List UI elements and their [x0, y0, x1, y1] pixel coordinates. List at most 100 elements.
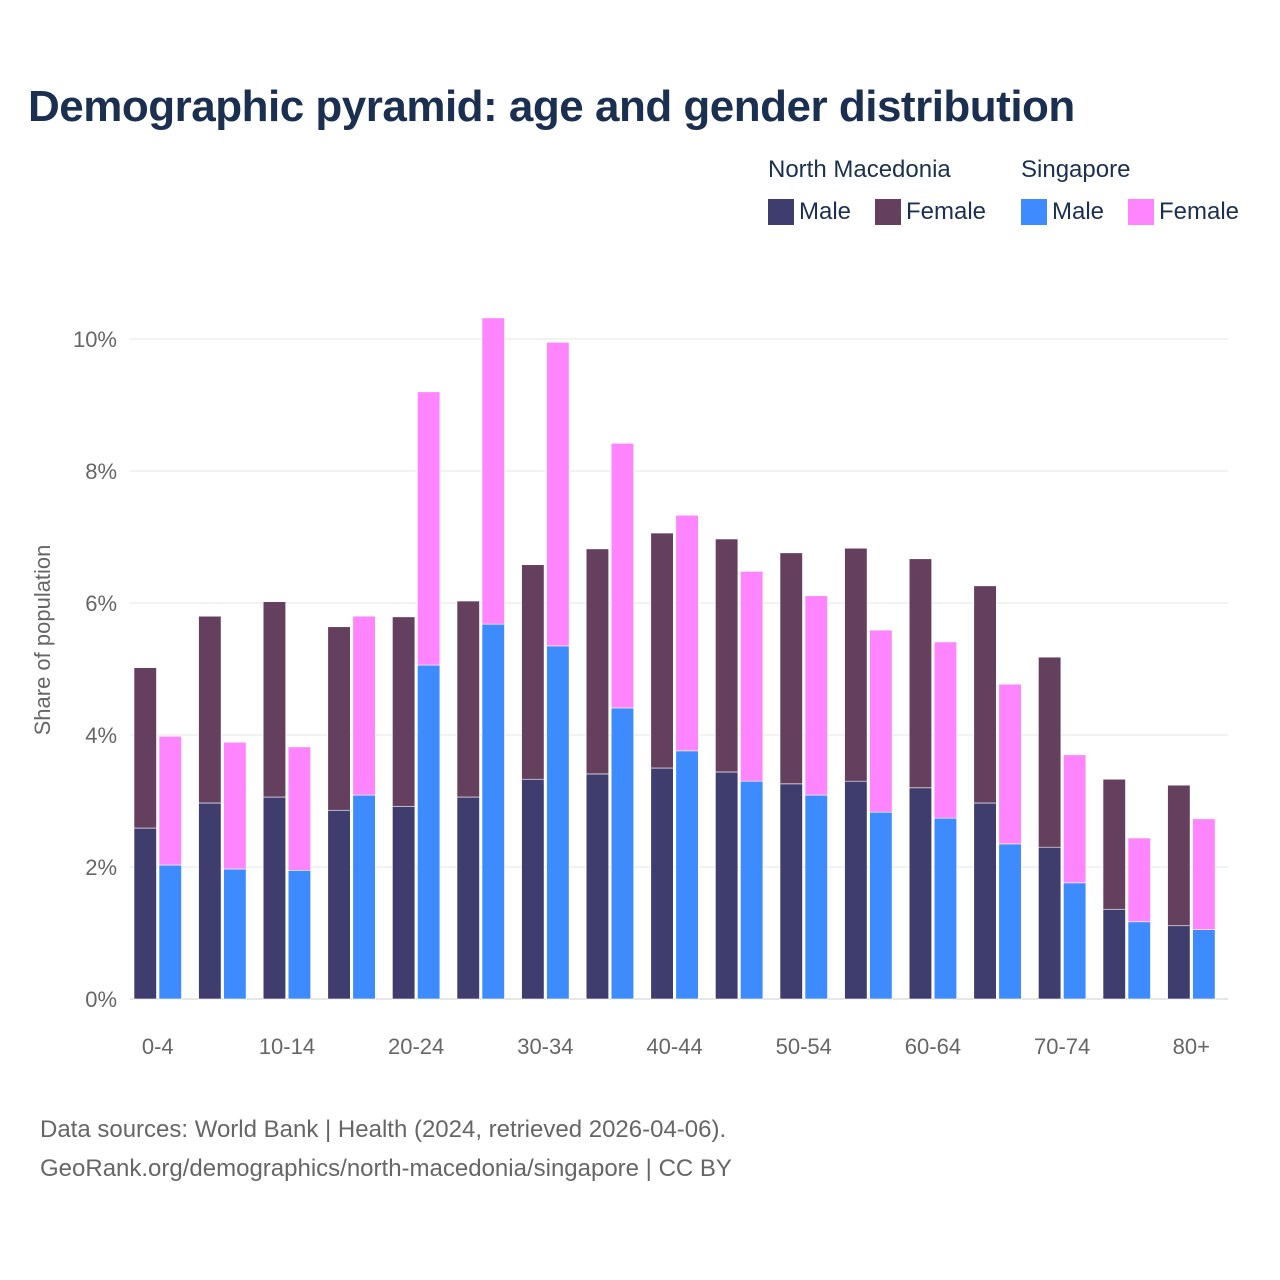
- bar-singapore-male-70-74: [1063, 882, 1087, 1000]
- bar-singapore-female-10-14: [287, 746, 312, 871]
- x-tick-label: 50-54: [776, 1034, 832, 1059]
- legend-nm-male: Male: [768, 198, 851, 226]
- bar-singapore-female-15-19: [352, 615, 376, 796]
- bar-singapore-female-75-79: [1127, 837, 1151, 923]
- bar-north-macedonia-male-60-64: [908, 787, 933, 1000]
- bar-north-macedonia-male-20-24: [392, 805, 416, 1000]
- bar-singapore-male-15-19: [352, 794, 376, 1000]
- bar-north-macedonia-female-60-64: [908, 558, 933, 789]
- x-tick-label: 40-44: [646, 1034, 702, 1059]
- x-tick-label: 20-24: [388, 1034, 444, 1059]
- y-tick-label: 4%: [85, 723, 117, 748]
- bar-north-macedonia-female-35-39: [585, 548, 610, 775]
- bar-singapore-female-25-29: [481, 317, 505, 625]
- bar-north-macedonia-male-40-44: [650, 767, 674, 1000]
- bar-singapore-female-45-49: [740, 571, 764, 782]
- bar-singapore-female-55-59: [869, 629, 893, 813]
- bar-north-macedonia-male-50-54: [779, 783, 803, 1000]
- bar-north-macedonia-female-15-19: [327, 626, 351, 811]
- bar-north-macedonia-male-65-69: [973, 802, 997, 1000]
- legend-sg-female: Female: [1128, 198, 1239, 226]
- legend-swatch: [875, 199, 901, 225]
- bar-north-macedonia-female-45-49: [715, 538, 739, 773]
- bar-north-macedonia-male-25-29: [456, 796, 480, 1000]
- y-tick-label: 6%: [85, 591, 117, 616]
- x-tick-label: 0-4: [142, 1034, 174, 1059]
- legend-nm-female: Female: [875, 198, 986, 226]
- bar-singapore-male-80+: [1192, 929, 1216, 1000]
- chart-title: Demographic pyramid: age and gender dist…: [28, 82, 1075, 131]
- bar-singapore-female-35-39: [610, 442, 635, 709]
- bar-singapore-male-30-34: [546, 645, 570, 1000]
- legend-swatch: [768, 199, 794, 225]
- x-tick-label: 80+: [1173, 1034, 1210, 1059]
- bar-singapore-male-50-54: [804, 794, 828, 1000]
- bar-singapore-male-75-79: [1127, 921, 1151, 1000]
- bar-north-macedonia-male-0-4: [133, 827, 157, 1000]
- bar-north-macedonia-male-70-74: [1038, 846, 1062, 1000]
- legend-label: Male: [799, 198, 852, 225]
- bar-north-macedonia-female-55-59: [844, 547, 868, 782]
- bar-singapore-male-5-9: [223, 868, 247, 1000]
- bar-singapore-female-40-44: [675, 514, 699, 752]
- bar-north-macedonia-male-10-14: [262, 796, 287, 1000]
- bar-singapore-female-65-69: [998, 683, 1022, 845]
- bar-north-macedonia-female-75-79: [1102, 778, 1126, 910]
- bar-singapore-male-20-24: [417, 664, 441, 1000]
- y-tick-label: 8%: [85, 459, 117, 484]
- bar-singapore-male-25-29: [481, 623, 505, 1000]
- legend-label: Female: [1159, 198, 1240, 225]
- bar-north-macedonia-male-55-59: [844, 780, 868, 1000]
- bar-north-macedonia-male-80+: [1167, 925, 1191, 1000]
- bar-north-macedonia-female-30-34: [521, 564, 545, 780]
- legend-swatch: [1128, 199, 1154, 225]
- bar-singapore-female-0-4: [158, 736, 182, 866]
- bar-north-macedonia-female-10-14: [262, 601, 287, 798]
- footer-link[interactable]: GeoRank.org/demographics/north-macedonia…: [40, 1155, 732, 1182]
- bar-singapore-male-0-4: [158, 864, 182, 1000]
- y-tick-label: 10%: [73, 327, 117, 352]
- y-tick-label: 0%: [85, 987, 117, 1012]
- bar-singapore-female-70-74: [1063, 754, 1087, 884]
- y-tick-label: 2%: [85, 855, 117, 880]
- bar-north-macedonia-male-30-34: [521, 778, 545, 1000]
- bar-singapore-female-50-54: [804, 595, 828, 796]
- bar-north-macedonia-female-0-4: [133, 667, 157, 829]
- x-tick-label: 60-64: [905, 1034, 961, 1059]
- bar-north-macedonia-male-5-9: [198, 802, 222, 1000]
- chart-plot: 0% 2% 4% 6% 8% 10% Share of population 0-4 10-14…: [30, 317, 1228, 1059]
- bar-singapore-female-5-9: [223, 741, 247, 870]
- legend-sg-male: Male: [1021, 198, 1104, 226]
- bar-north-macedonia-female-65-69: [973, 585, 997, 804]
- legend-group-singapore: Singapore: [1021, 156, 1131, 183]
- x-tick-label: 70-74: [1034, 1034, 1090, 1059]
- x-tick-label: 10-14: [259, 1034, 315, 1059]
- bar-north-macedonia-male-45-49: [715, 771, 739, 1000]
- legend-label: Male: [1052, 198, 1105, 225]
- footer-sources: Data sources: World Bank | Health (2024,…: [40, 1116, 727, 1143]
- bar-north-macedonia-female-20-24: [392, 616, 416, 807]
- bar-north-macedonia-female-80+: [1167, 784, 1191, 927]
- bar-north-macedonia-female-70-74: [1038, 656, 1062, 848]
- bar-singapore-male-60-64: [933, 817, 958, 1000]
- x-tick-label: 30-34: [517, 1034, 573, 1059]
- bar-north-macedonia-male-15-19: [327, 809, 351, 1000]
- y-axis-label: Share of population: [30, 545, 55, 736]
- bar-singapore-female-60-64: [933, 641, 958, 819]
- bar-north-macedonia-female-5-9: [198, 615, 222, 804]
- bar-singapore-male-40-44: [675, 750, 699, 1000]
- bar-north-macedonia-female-40-44: [650, 532, 674, 769]
- bar-singapore-female-80+: [1192, 818, 1216, 931]
- legend-label: Female: [906, 198, 987, 225]
- legend-swatch: [1021, 199, 1047, 225]
- bar-singapore-male-55-59: [869, 811, 893, 1000]
- bar-singapore-male-45-49: [740, 780, 764, 1000]
- bar-north-macedonia-male-75-79: [1102, 908, 1126, 1000]
- bar-north-macedonia-male-35-39: [585, 773, 610, 1000]
- bar-singapore-male-10-14: [287, 869, 312, 1000]
- bar-singapore-male-65-69: [998, 843, 1022, 1000]
- bar-singapore-female-20-24: [417, 391, 441, 666]
- legend-group-north-macedonia: North Macedonia: [768, 156, 951, 183]
- bar-north-macedonia-female-25-29: [456, 600, 480, 798]
- bar-north-macedonia-female-50-54: [779, 552, 803, 785]
